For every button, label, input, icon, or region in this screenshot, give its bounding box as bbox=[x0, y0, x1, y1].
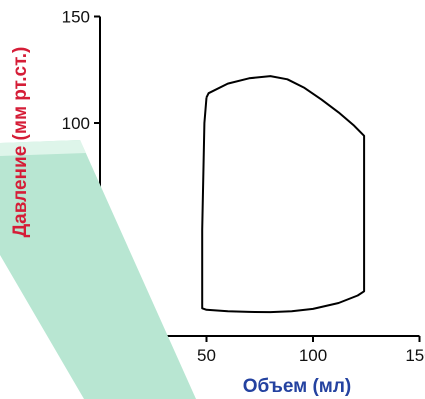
y-tick-label: 150 bbox=[62, 8, 90, 27]
series-group bbox=[201, 75, 366, 314]
x-tick-label: 50 bbox=[197, 346, 216, 365]
ribbon-band bbox=[0, 140, 196, 399]
axes bbox=[99, 16, 420, 337]
y-tick-label: 100 bbox=[62, 114, 90, 133]
pv-loop-line bbox=[201, 75, 366, 314]
ribbon-highlight bbox=[0, 140, 86, 156]
x-axis-title: Объем (мл) bbox=[243, 376, 352, 397]
x-tick-label: 150 bbox=[405, 346, 425, 365]
y-axis-title: Давление (мм рт.ст.) bbox=[10, 47, 31, 238]
decorative-ribbon bbox=[0, 140, 196, 399]
ticks: 100 150 50 100 150 bbox=[62, 8, 425, 366]
x-tick-label: 100 bbox=[299, 346, 327, 365]
